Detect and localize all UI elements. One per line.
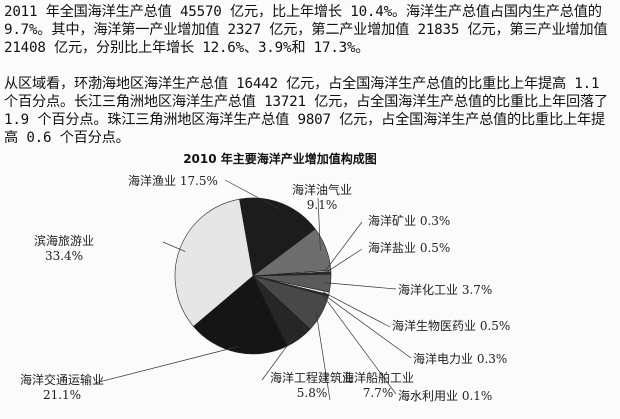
paragraph-regional: 从区域看，环渤海地区海洋生产总值 16442 亿元，占全国海洋生产总值的比重比上… [4, 76, 608, 146]
pie-label-value: 3.7% [461, 283, 493, 297]
pie-label-name: 海洋船舶工业 [342, 371, 415, 385]
leader-line-5 [323, 291, 391, 328]
pie-label-value: 0.5% [479, 319, 511, 333]
pie-label-8: 海洋船舶工业 7.7% [342, 371, 414, 401]
leader-line-3 [324, 248, 363, 274]
chart-title: 2010 年主要海洋产业增加值构成图 [183, 152, 377, 166]
leader-line-10 [94, 346, 239, 384]
pie-label-5: 海洋生物医药业 0.5% [392, 319, 510, 334]
pie-label-value: 0.5% [419, 241, 451, 255]
pie-label-6: 海洋电力业 0.3% [413, 352, 507, 367]
pie-label-7: 海水利用业 0.1% [398, 389, 492, 404]
pie-label-10: 海洋交通运输业 21.1% [20, 373, 104, 403]
pie-label-name: 滨海旅游业 [34, 234, 95, 248]
pie-label-name: 海洋生物医药业 [392, 319, 480, 333]
pie-label-11: 滨海旅游业 33.4% [34, 234, 94, 264]
pie-label-name: 海洋矿业 [368, 214, 420, 228]
pie-label-name: 海洋电力业 [413, 352, 477, 366]
pie-label-name: 海洋盐业 [368, 241, 420, 255]
leader-line-4 [324, 282, 397, 290]
pie-label-value: 7.7% [362, 386, 394, 400]
pie-label-name: 海洋交通运输业 [20, 373, 105, 387]
pie-label-0: 海洋渔业 17.5% [128, 174, 218, 189]
pie-label-value: 0.1% [461, 389, 493, 403]
pie-label-value: 9.1% [306, 198, 338, 212]
pie-label-2: 海洋矿业 0.3% [368, 214, 450, 229]
pie-label-value: 33.4% [44, 249, 84, 263]
pie-slice-0 [239, 197, 316, 277]
leader-line-7 [322, 294, 397, 395]
pie-label-value: 0.3% [419, 214, 451, 228]
pie-label-name: 海水利用业 [398, 389, 462, 403]
pie-label-9: 海洋工程建筑业 5.8% [270, 371, 354, 401]
pie-label-value: 21.1% [42, 388, 82, 402]
leader-line-6 [322, 293, 412, 359]
leader-line-9 [261, 333, 297, 381]
pie-label-value: 17.5% [179, 174, 218, 188]
pie-label-4: 海洋化工业 3.7% [398, 283, 492, 298]
pie-label-3: 海洋盐业 0.5% [368, 241, 450, 256]
pie-label-name: 海洋渔业 [128, 174, 180, 188]
pie-slice-10 [193, 275, 288, 355]
paragraph-national: 2011 年全国海洋生产总值 45570 亿元，比上年增长 10.4%。海洋生产… [4, 4, 608, 56]
leader-line-1 [317, 197, 321, 251]
leader-line-8 [315, 310, 331, 401]
leader-line-2 [324, 221, 363, 272]
leader-line-0 [224, 179, 280, 210]
pie-label-name: 海洋油气业 [292, 183, 353, 197]
pie-label-1: 海洋油气业 9.1% [292, 183, 352, 213]
pie-label-value: 5.8% [296, 386, 328, 400]
leader-line-11 [162, 241, 186, 252]
pie-label-name: 海洋化工业 [398, 283, 462, 297]
pie-label-name: 海洋工程建筑业 [270, 371, 355, 385]
pie-label-value: 0.3% [476, 352, 508, 366]
